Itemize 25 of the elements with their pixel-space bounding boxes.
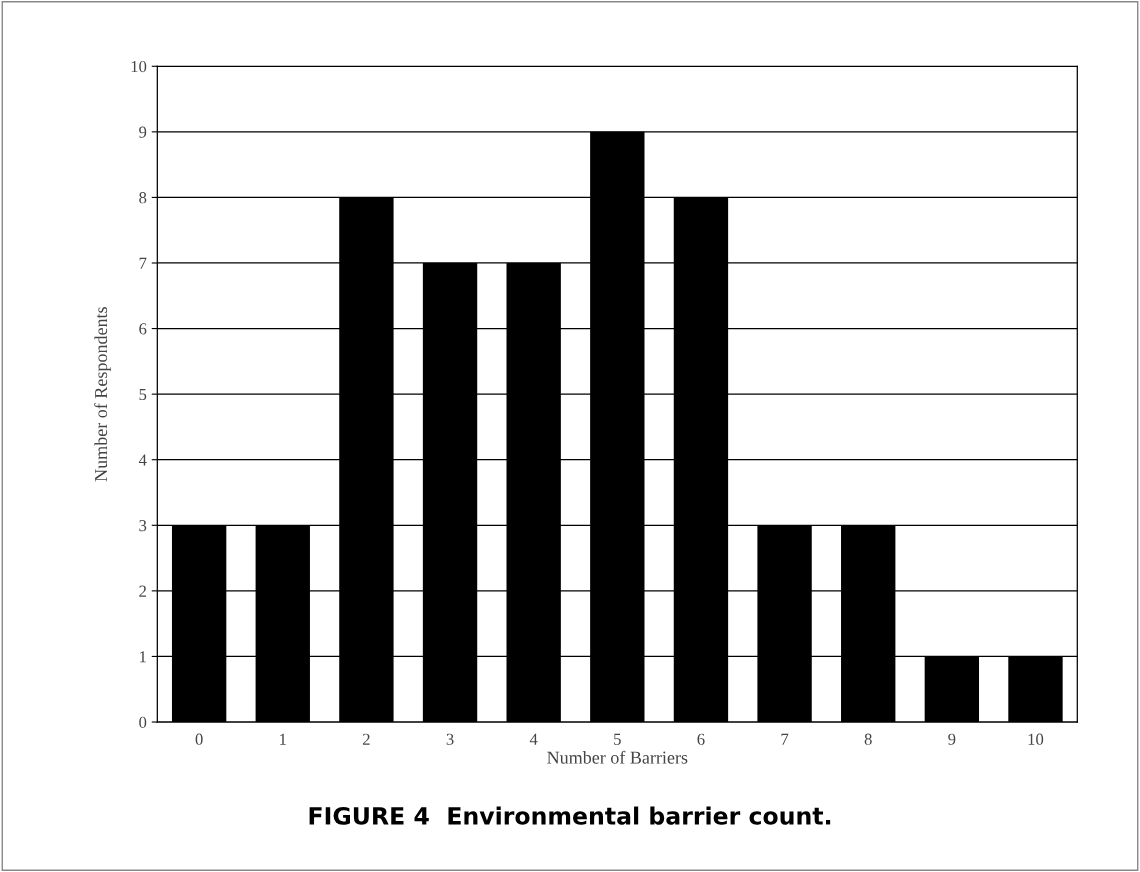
x-tick-label: 5 xyxy=(614,733,621,745)
x-tick-label: 1 xyxy=(280,733,286,745)
y-tick-label: 10 xyxy=(131,60,147,73)
x-tick-label: 8 xyxy=(864,733,872,745)
x-tick-label: 2 xyxy=(362,733,370,745)
y-tick-label: 2 xyxy=(139,585,146,597)
y-tick-label: 4 xyxy=(138,454,147,466)
y-tick-label: 7 xyxy=(139,257,147,269)
x-tick-label: 0 xyxy=(195,733,203,745)
x-tick-label: 9 xyxy=(948,733,956,745)
y-tick-label: 6 xyxy=(139,323,147,335)
y-tick-label: 3 xyxy=(139,520,147,532)
x-axis-title: Number of Barriers xyxy=(547,750,688,764)
y-tick-label: 9 xyxy=(139,126,147,138)
x-tick-label: 3 xyxy=(446,733,454,745)
y-tick-label: 0 xyxy=(139,716,147,728)
x-tick-label: 7 xyxy=(781,733,789,745)
x-tick-label: 6 xyxy=(697,733,705,745)
text: FIGURE 4 Environmental barrier count. xyxy=(309,806,831,825)
y-tick-label: 8 xyxy=(139,192,147,204)
x-tick-label: 4 xyxy=(529,733,538,745)
y-tick-label: 1 xyxy=(140,651,146,663)
x-tick-label: 10 xyxy=(1028,733,1044,745)
y-axis-title: Number of Respondents xyxy=(94,307,111,482)
y-tick-label: 5 xyxy=(139,389,147,401)
